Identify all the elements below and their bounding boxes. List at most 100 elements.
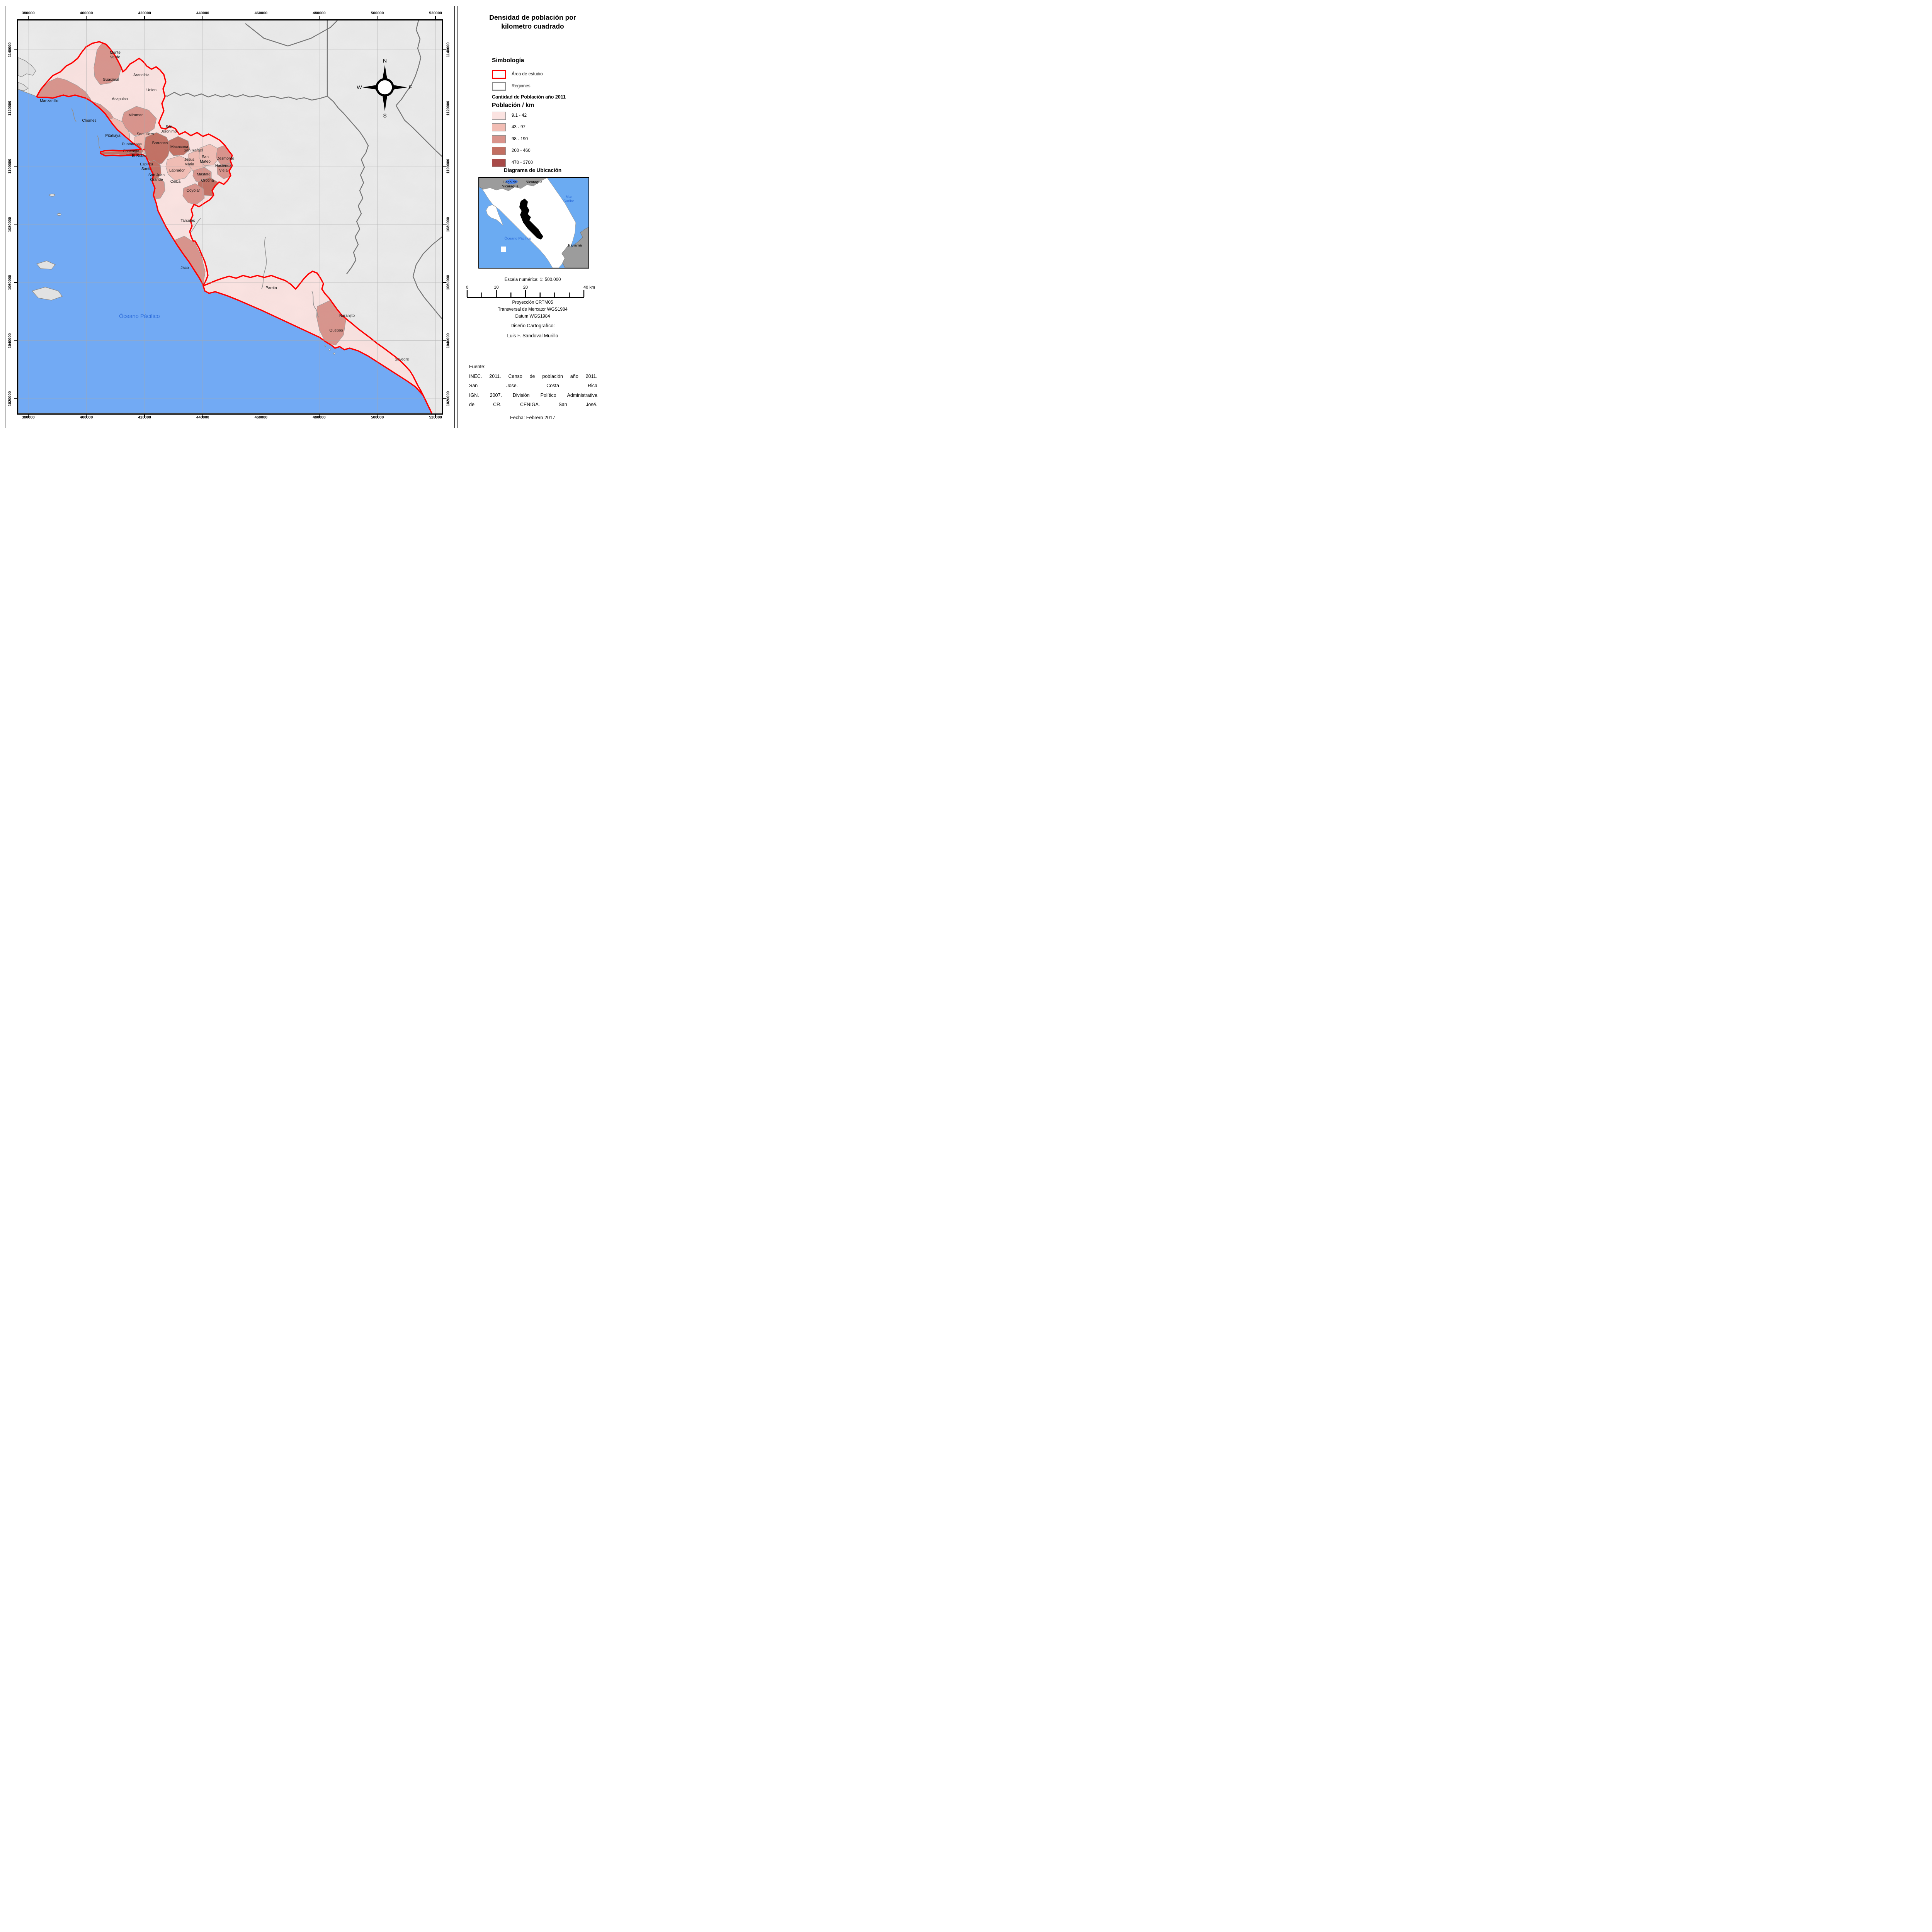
map-title: Densidad de población por kilometro cuad… <box>457 13 608 31</box>
district-label-labrador: Labrador <box>169 168 185 173</box>
inset-map: Lago de Nicaragua Nicaragua Mar Caribe Óce… <box>479 177 589 268</box>
regiones-swatch <box>492 82 506 91</box>
compass-west-needle <box>362 85 379 90</box>
location-inset: Lago de Nicaragua Nicaragua Mar Caribe Óce… <box>478 177 589 269</box>
district-label-savegre: Savegre <box>395 357 409 362</box>
red-dot-marker <box>143 148 145 151</box>
axis-tick <box>377 414 378 418</box>
graticule <box>18 20 442 413</box>
axis-tick <box>443 166 446 167</box>
axis-tick <box>260 414 262 418</box>
district-label-mastate: Mastate <box>197 172 211 177</box>
area-estudio-swatch <box>492 70 506 79</box>
density-class-range: 470 - 3700 <box>512 160 533 165</box>
inset-label-mar-caribe: Mar Caribe <box>563 195 574 203</box>
axis-tick <box>319 16 320 20</box>
axis-label: 1120000 <box>8 100 12 116</box>
islands <box>18 57 335 355</box>
district-label-chacarita: Chacarita <box>123 149 139 153</box>
axis-label: 1040000 <box>8 333 12 348</box>
axis-tick <box>202 414 203 418</box>
district-label-desmonte: Desmonte <box>216 156 234 161</box>
axis-label: 1020000 <box>446 391 451 406</box>
population-unit-heading: Población / km <box>492 102 534 109</box>
axis-tick <box>377 16 378 20</box>
district-label-puntarenas: Puntarenas <box>122 142 141 146</box>
density-class-swatch <box>492 135 506 143</box>
axis-tick <box>435 414 436 418</box>
district-label-manzanillo: Manzanillo <box>40 99 58 103</box>
district-label-jesus-maria: Jesus Maria <box>184 158 194 167</box>
source-line: IGN. 2007. División Político Administrativa <box>469 392 597 398</box>
axis-tick <box>260 16 262 20</box>
district-label-san-jeronimo: San Jeronimo <box>161 125 177 134</box>
axis-label: 520000 <box>429 11 442 15</box>
axis-label: 1100000 <box>446 158 451 174</box>
compass-w: W <box>357 84 362 90</box>
density-class-range: 98 - 190 <box>512 136 528 141</box>
source-line: San Jose. Costa Rica <box>469 383 597 389</box>
axis-tick <box>86 16 87 20</box>
district-label-arancibia: Arancibia <box>133 73 150 77</box>
axis-label: 1100000 <box>8 158 12 174</box>
district-label-pitahaya: Pitahaya <box>105 134 121 138</box>
district-label-san-juan-grande: San Juan Grande <box>148 173 165 182</box>
density-class-swatch <box>492 147 506 155</box>
axis-tick <box>144 16 145 20</box>
population-year-heading: Cantidad de Población año 2011 <box>492 94 566 100</box>
axis-tick <box>14 166 17 167</box>
district-label-ceiba: Ceiba <box>170 180 181 184</box>
density-class-list: 9.1 - 42 43 - 97 98 - 190 200 - 460 470 - 37… <box>492 111 604 169</box>
compass-east-needle <box>391 85 407 90</box>
district-label-monte-verde: Monte Verde <box>110 51 121 60</box>
map-title-line2: kilometro cuadrado <box>501 22 564 30</box>
axis-tick <box>14 340 17 341</box>
axis-label: 420000 <box>138 11 151 15</box>
axis-label: 500000 <box>371 11 384 15</box>
district-label-hacienda-vieja: Hacienda Vieja <box>215 164 232 173</box>
axis-label: 380000 <box>22 11 35 15</box>
axis-tick <box>443 49 446 50</box>
ocean-label: Óceano Pácifico <box>119 313 160 320</box>
district-label-chomes: Chomes <box>82 119 96 123</box>
district-label-quepos: Quepos <box>329 328 343 333</box>
density-class-range: 200 - 460 <box>512 148 531 153</box>
legend-item-regiones: Regiones <box>492 82 600 91</box>
author: Luis F. Sandoval Murillo <box>507 333 558 338</box>
compass-north-needle <box>382 65 388 82</box>
axis-label: 480000 <box>313 11 326 15</box>
density-class-range: 9.1 - 42 <box>512 113 527 118</box>
district-label-el-roble: El Roble <box>132 154 146 158</box>
map-sheet: N E S W Óceano Pácifico Monte Verde Guacim… <box>0 0 613 434</box>
axis-tick <box>86 414 87 418</box>
scale-bar: 0 10 20 40 km <box>466 285 595 298</box>
source-line: INEC. 2011. Censo de población año 2011. <box>469 373 597 379</box>
scale-tick-label: 40 km <box>583 285 595 290</box>
axis-label: 1140000 <box>446 42 451 58</box>
compass-ring <box>376 78 394 97</box>
rivers <box>71 108 319 318</box>
axis-label: 1040000 <box>446 333 451 348</box>
axis-tick <box>443 398 446 399</box>
axis-label: 400000 <box>80 11 93 15</box>
district-label-jaco: Jaco <box>180 266 189 270</box>
inset-label-nicaragua: Nicaragua <box>526 180 543 184</box>
axis-label: 1120000 <box>446 100 451 116</box>
inset-nicoya-peninsula <box>486 204 503 226</box>
density-class-swatch <box>492 158 506 167</box>
main-map: N E S W Óceano Pácifico Monte Verde Guacim… <box>18 20 442 413</box>
district-label-macacona: Macacona <box>170 145 189 149</box>
projection-info: Proyección CRTM05 Transversal de Mercator… <box>457 299 608 320</box>
inset-study-area <box>519 199 543 240</box>
axis-tick <box>14 398 17 399</box>
axis-label: 1060000 <box>446 275 451 290</box>
axis-tick <box>443 282 446 283</box>
map-canvas: N E S W Óceano Pácifico Monte Verde Guacim… <box>17 19 443 415</box>
scale-tick-label: 20 <box>523 285 528 290</box>
axis-tick <box>28 414 29 418</box>
projection-line: Datum WGS1984 <box>515 314 550 319</box>
district-label-parrita: Parrita <box>265 286 277 290</box>
compass-n: N <box>383 58 387 64</box>
density-class-range: 43 - 97 <box>512 125 526 130</box>
axis-label: 1140000 <box>8 42 12 58</box>
